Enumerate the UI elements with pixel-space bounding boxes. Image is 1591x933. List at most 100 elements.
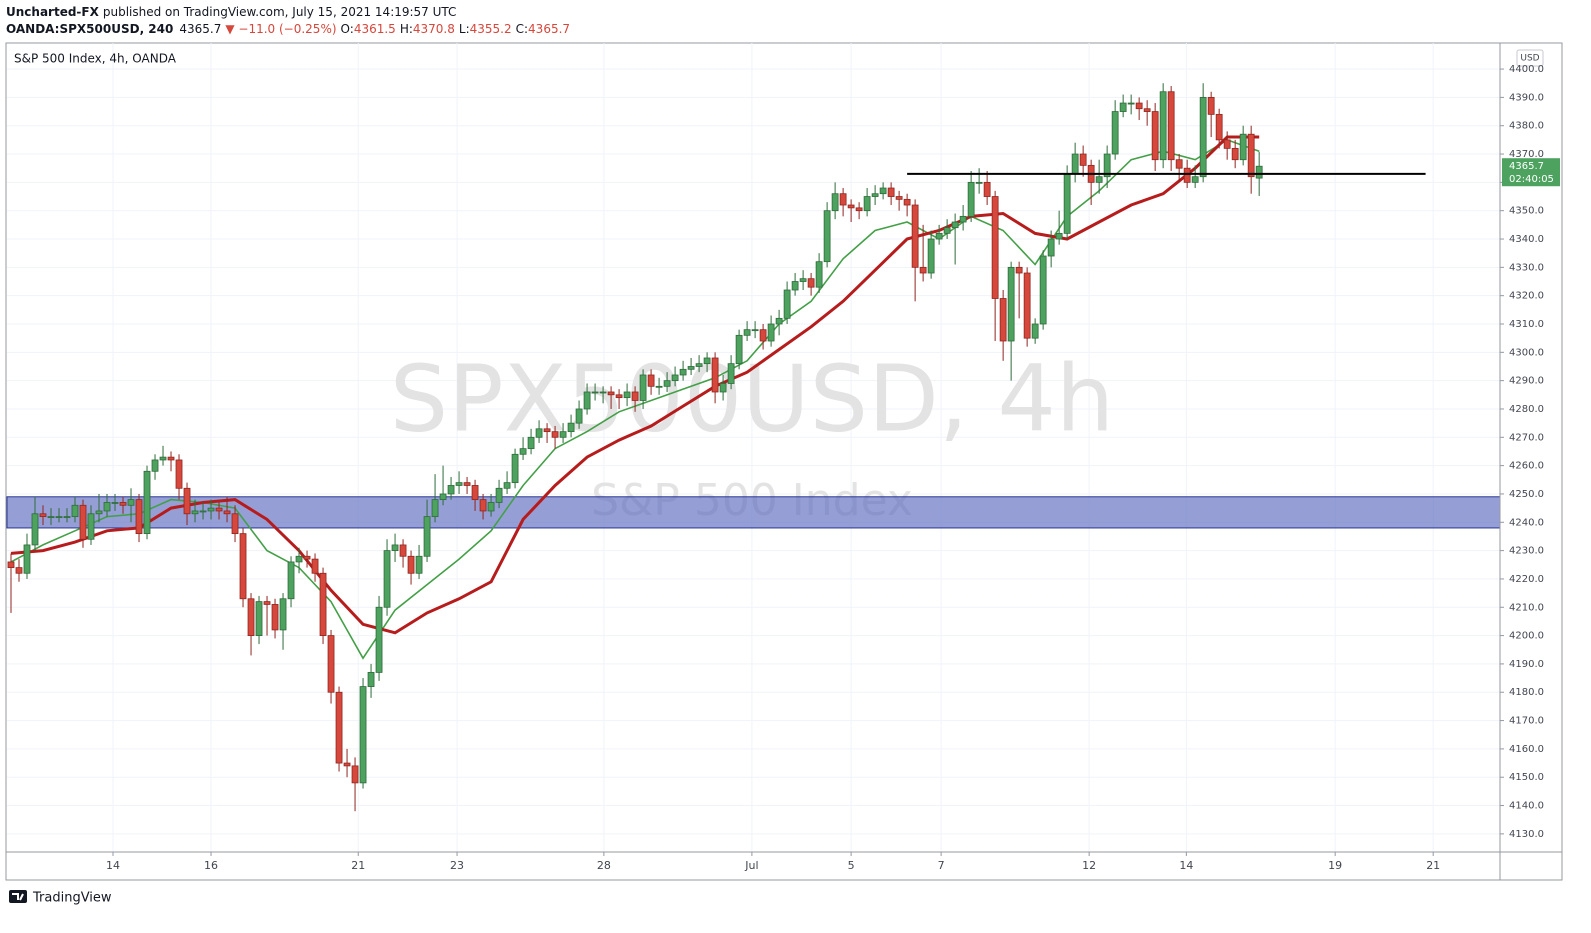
candle-body [191,510,199,515]
candle-body [463,482,471,486]
y-tick-label: 4370.0 [1509,149,1544,160]
x-tick-label: 7 [938,859,945,872]
y-tick-label: 4260.0 [1509,461,1544,472]
candle-body [1207,96,1215,115]
candle-body [295,555,303,563]
y-tick-label: 4290.0 [1509,376,1544,387]
candle-body [719,383,727,393]
candle-body [911,204,919,268]
candle-body [1055,232,1063,240]
candle-body [983,181,991,197]
candle-body [927,238,935,274]
candle-body [615,394,623,399]
y-tick-label: 4280.0 [1509,404,1544,415]
candle-body [503,482,511,489]
h-label: H: [400,22,413,36]
candle-body [359,686,367,784]
candle-body [215,507,223,512]
candle-body [1119,102,1127,112]
candle-body [239,533,247,600]
candle-body [799,278,807,282]
candle-body [695,363,703,367]
candle-body [775,317,783,325]
o-label: O: [341,22,354,36]
candle-body [151,459,159,472]
candle-body [135,499,143,535]
y-tick-label: 4210.0 [1509,602,1544,613]
candle-body [55,516,63,519]
candle-body [1247,133,1255,178]
candle-body [1007,266,1015,342]
candle-body [343,762,351,767]
symbol-line: OANDA:SPX500USD, 240 4365.7 ▼ −11.0 (−0.25… [6,22,570,36]
candle-body [847,204,855,209]
symbol: OANDA:SPX500USD, 240 [6,22,173,36]
candle-body [183,487,191,515]
x-tick-label: 16 [204,859,218,872]
brand-logo [9,890,27,903]
candle-body [655,385,663,388]
candle-body [855,207,863,212]
candle-body [1215,113,1223,141]
y-tick-label: 4240.0 [1509,517,1544,528]
currency-box [1516,49,1544,67]
candle-body [879,187,887,195]
candle-body [127,499,135,506]
candle-body [943,227,951,234]
candle-body [247,598,255,636]
candle-body [583,391,591,410]
candle-body [23,544,31,574]
candle-body [1127,102,1135,105]
candle-body [1071,153,1079,175]
candle-body [367,672,375,687]
candle-body [319,572,327,636]
countdown: 02:40:05 [1509,174,1554,185]
x-tick-label: 21 [1426,859,1440,872]
candle-body [39,513,47,518]
candle-body [311,558,319,574]
candle-body [303,555,311,560]
candle-body [1175,159,1183,169]
candle-body [671,374,679,382]
candle-body [687,366,695,370]
candle-body [1191,176,1199,183]
candle-body [391,544,399,552]
candle-body [975,181,983,184]
candle-body [423,516,431,557]
candle-body [1015,266,1023,274]
candle-body [95,510,103,515]
candle-body [663,380,671,387]
candle-body [87,513,95,540]
candle-body [791,281,799,291]
candle-body [1111,111,1119,155]
candle-body [199,510,207,513]
candle-body [31,513,39,546]
y-tick-label: 4200.0 [1509,631,1544,642]
author: Uncharted-FX [6,5,100,19]
candle-body [47,516,55,519]
y-tick-label: 4160.0 [1509,744,1544,755]
candle-body [1151,111,1159,161]
change: ▼ −11.0 (−0.25%) [225,22,336,36]
c-value: 4365.7 [528,22,570,36]
candle-body [399,544,407,557]
candle-body [431,499,439,518]
last-price-label: 4365.7 [1509,161,1544,172]
candle-body [255,601,263,636]
y-tick-label: 4310.0 [1509,319,1544,330]
candle-body [383,550,391,608]
o-value: 4361.5 [354,22,396,36]
y-tick-label: 4150.0 [1509,772,1544,783]
l-label: L: [459,22,470,36]
candle-body [1159,91,1167,161]
candle-body [895,196,903,200]
candle-body [479,499,487,512]
candle-body [1143,108,1151,112]
y-tick-label: 4130.0 [1509,829,1544,840]
candle-body [7,561,15,569]
candle-body [599,391,607,394]
candle-body [807,278,815,288]
candle-body [759,329,767,342]
last-price-box [1502,158,1560,187]
y-tick-label: 4300.0 [1509,347,1544,358]
